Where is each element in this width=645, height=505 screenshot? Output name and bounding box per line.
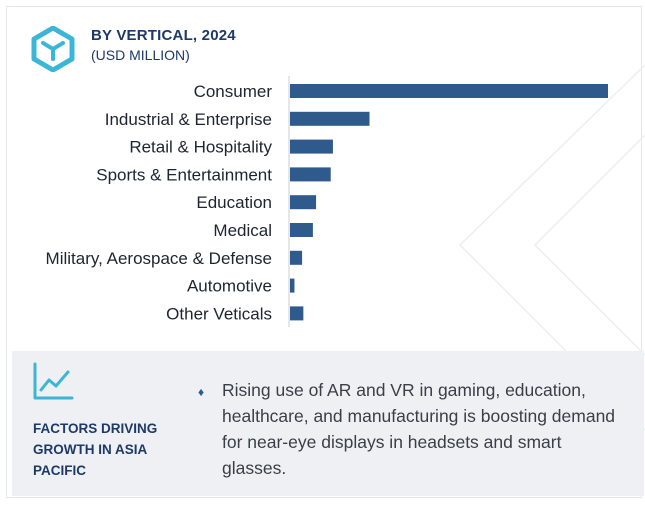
category-label: Military, Aerospace & Defense xyxy=(46,249,272,268)
bar xyxy=(290,139,333,154)
category-label: Automotive xyxy=(187,277,272,296)
category-label: Education xyxy=(196,193,272,212)
factor-bullet-text: Rising use of AR and VR in gaming, educa… xyxy=(222,380,616,478)
category-label: Retail & Hospitality xyxy=(129,138,272,157)
bar xyxy=(290,306,304,321)
trend-line-icon xyxy=(33,362,74,400)
chart-subtitle: (USD MILLION) xyxy=(91,47,190,63)
cube-logo-icon xyxy=(31,26,75,72)
growth-factors-panel xyxy=(12,351,644,496)
category-label: Consumer xyxy=(194,82,273,101)
bar xyxy=(290,84,608,98)
factors-heading: FACTORS DRIVING GROWTH IN ASIA PACIFIC xyxy=(33,421,158,478)
category-label: Sports & Entertainment xyxy=(96,165,272,184)
bar xyxy=(290,111,370,126)
bar xyxy=(290,167,331,182)
chart-title: BY VERTICAL, 2024 xyxy=(91,27,236,44)
bar xyxy=(290,223,313,237)
bullet-diamond-icon: ♦ xyxy=(198,385,205,399)
category-label: Industrial & Enterprise xyxy=(105,110,272,129)
bar xyxy=(290,195,317,210)
category-label: Other Veticals xyxy=(166,304,272,323)
bar xyxy=(290,278,295,293)
bar-chart: Consumer Industrial & Enterprise Retail & … xyxy=(46,76,608,327)
category-label: Medical xyxy=(213,221,272,240)
bar xyxy=(290,250,303,265)
